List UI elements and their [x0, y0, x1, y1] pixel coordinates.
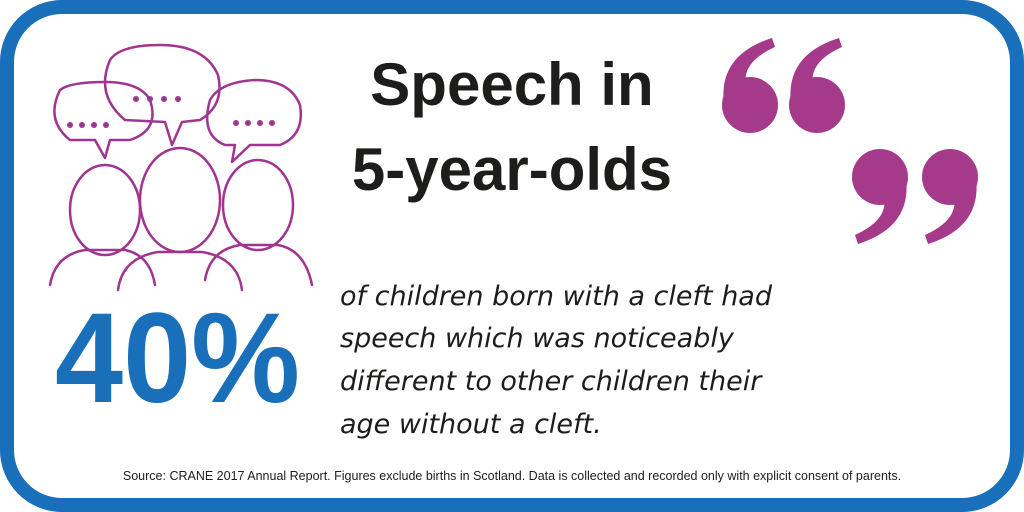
description-line: age without a cleft.: [340, 409, 602, 440]
title-line: 5-year-olds: [352, 136, 672, 203]
description-line: of children born with a cleft had: [340, 281, 773, 312]
quote-marks: [722, 38, 978, 244]
description-line: different to other children their: [340, 366, 763, 397]
people-icon: [48, 43, 314, 292]
source-note: Source: CRANE 2017 Annual Report. Figure…: [123, 469, 901, 483]
title-line: Speech in: [370, 51, 653, 118]
statistic: 40%: [55, 287, 300, 430]
description-line: speech which was noticeably: [340, 323, 735, 354]
